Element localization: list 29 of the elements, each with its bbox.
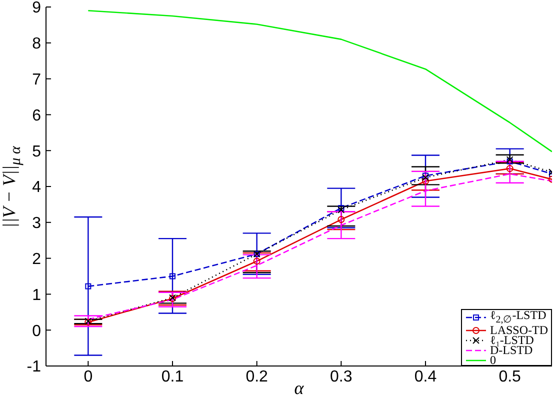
y-tick-label: -1 (26, 358, 42, 376)
point (253, 258, 260, 265)
line-series (88, 10, 552, 152)
x-tick-label: 0.5 (498, 368, 522, 386)
x-tick-label: 0.3 (330, 368, 352, 386)
y-tick-label: 1 (32, 286, 42, 304)
point (338, 216, 345, 224)
x-tick-label: 0.4 (414, 368, 437, 386)
y-tick-label: 7 (32, 71, 42, 88)
point (422, 174, 429, 182)
legend-label: ℓ$_{2,∅}$-LSTD (490, 308, 546, 325)
point (422, 178, 429, 185)
x-tick-label: 0.2 (246, 368, 268, 386)
y-tick-label: 3 (32, 215, 42, 232)
legend-label: 0 (490, 353, 496, 367)
point (170, 273, 176, 280)
x-axis-title: α (294, 378, 304, 397)
point (422, 172, 428, 179)
y-tick-label: 5 (32, 143, 42, 160)
y-tick-label: 2 (32, 250, 42, 268)
x-tick-label: 0.1 (161, 368, 184, 386)
y-tick-label: 9 (32, 0, 42, 17)
x-tick-label: 0 (84, 368, 93, 386)
y-tick-label: 8 (32, 36, 42, 53)
y-tick-label: 4 (32, 179, 42, 196)
point (85, 283, 92, 290)
point (506, 165, 514, 172)
y-tick-label: 0 (32, 322, 42, 340)
y-tick-label: 6 (32, 107, 42, 124)
